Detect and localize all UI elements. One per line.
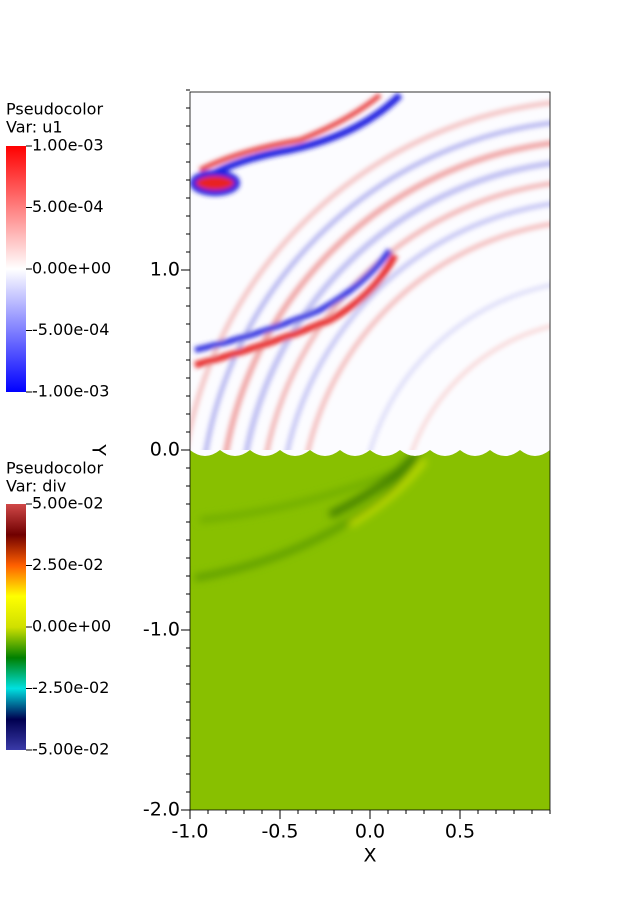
colorbar-tick-label: -1.00e-03 [32, 382, 109, 401]
legend-title: Pseudocolor [6, 100, 103, 119]
colorbar [6, 504, 26, 750]
x-tick-label: -0.5 [261, 821, 298, 843]
colorbar-tick-label: 2.50e-02 [32, 555, 104, 574]
colorbar-tick-label: 0.00e+00 [32, 259, 111, 278]
x-tick-label: -1.0 [171, 821, 208, 843]
x-tick-label: 0.5 [445, 821, 475, 843]
colorbar-tick-label: 5.00e-04 [32, 197, 104, 216]
legend-variable: Var: div [6, 477, 66, 496]
colorbar-tick-label: -5.00e-02 [32, 740, 109, 759]
y-tick-label: 0.0 [150, 439, 180, 461]
x-axis-label: X [363, 845, 376, 867]
legend-variable: Var: u1 [6, 118, 63, 137]
field [190, 92, 550, 810]
colorbar-tick-label: -2.50e-02 [32, 678, 109, 697]
y-axis-label: Y [88, 443, 110, 456]
colorbar-tick-label: 5.00e-02 [32, 494, 104, 513]
y-tick-label: -2.0 [143, 799, 180, 821]
legend-title: Pseudocolor [6, 459, 103, 478]
colorbar-tick-label: 1.00e-03 [32, 136, 104, 155]
x-tick-label: 0.0 [355, 821, 385, 843]
y-tick-label: -1.0 [143, 619, 180, 641]
y-tick-label: 1.0 [150, 259, 180, 281]
colorbar [6, 146, 26, 392]
colorbar-tick-label: 0.00e+00 [32, 617, 111, 636]
colorbar-tick-label: -5.00e-04 [32, 320, 109, 339]
